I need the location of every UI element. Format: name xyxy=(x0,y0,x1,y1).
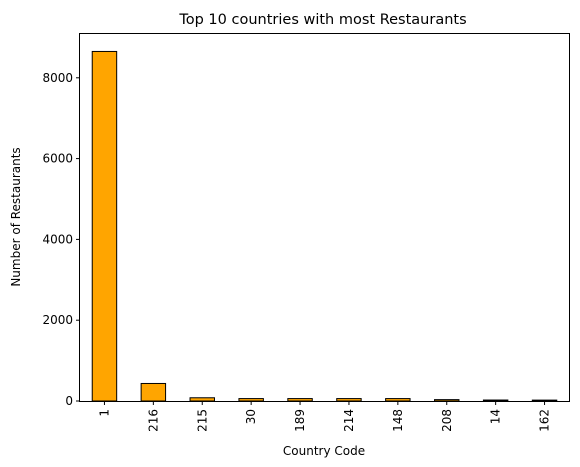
x-tick-label-208: 208 xyxy=(440,409,454,432)
x-axis: 1 216 215 30 189 214 148 208 14 162 xyxy=(97,401,552,432)
x-axis-label: Country Code xyxy=(283,444,365,458)
bar-208 xyxy=(434,399,460,402)
x-tick-label-30: 30 xyxy=(244,409,258,424)
bar-30 xyxy=(238,398,264,402)
bar-214 xyxy=(336,398,362,402)
y-tick-label-2000: 2000 xyxy=(42,313,73,327)
bar-162 xyxy=(531,399,558,402)
bar-1 xyxy=(91,50,118,402)
bar-148 xyxy=(385,398,411,402)
x-tick-label-14: 14 xyxy=(489,409,503,424)
x-tick-label-1: 1 xyxy=(97,409,111,417)
bar-189 xyxy=(287,398,313,402)
y-tick-label-0: 0 xyxy=(65,394,73,408)
bar-216 xyxy=(140,382,167,402)
chart-title: Top 10 countries with most Restaurants xyxy=(178,12,466,28)
x-tick-label-216: 216 xyxy=(146,409,160,432)
bars-group xyxy=(91,50,558,402)
x-tick-label-214: 214 xyxy=(342,409,356,432)
bar-14 xyxy=(482,399,509,402)
y-tick-label-6000: 6000 xyxy=(42,152,73,166)
y-tick-label-4000: 4000 xyxy=(42,232,73,246)
y-tick-label-8000: 8000 xyxy=(42,71,73,85)
x-tick-label-162: 162 xyxy=(538,409,552,432)
bar-215 xyxy=(189,397,215,402)
x-tick-label-189: 189 xyxy=(293,409,307,432)
x-tick-label-148: 148 xyxy=(391,409,405,432)
y-axis-label: Number of Restaurants xyxy=(9,147,23,286)
plot-frame xyxy=(79,33,570,402)
x-tick-label-215: 215 xyxy=(195,409,209,432)
y-axis: 0 2000 4000 6000 8000 xyxy=(42,71,80,408)
